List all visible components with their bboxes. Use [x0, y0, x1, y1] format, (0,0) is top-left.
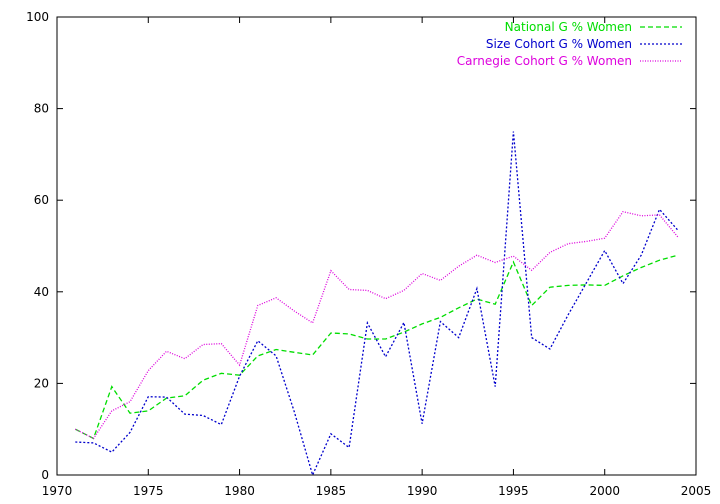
series-line-0	[75, 254, 678, 440]
legend-label: Size Cohort G % Women	[486, 37, 632, 51]
x-tick-label: 1990	[407, 484, 438, 498]
y-tick-label: 100	[26, 10, 49, 24]
legend-label: National G % Women	[505, 20, 632, 34]
y-tick-label: 80	[34, 102, 49, 116]
x-tick-label: 1970	[42, 484, 73, 498]
legend-label: Carnegie Cohort G % Women	[457, 54, 632, 68]
y-tick-label: 40	[34, 285, 49, 299]
series-line-1	[75, 131, 679, 477]
y-tick-label: 20	[34, 376, 49, 390]
x-tick-label: 1985	[316, 484, 347, 498]
plot-frame	[56, 16, 697, 476]
y-tick-label: 60	[34, 193, 49, 207]
y-tick-label: 0	[41, 468, 49, 482]
x-tick-label: 1975	[133, 484, 164, 498]
axis-ticks: 1970 1975 1980 1985 1990 1995 2000 2005 0 20 40 60 8…	[26, 10, 711, 498]
series-line-2	[75, 210, 679, 440]
legend: National G % Women Size Cohort G % Women C…	[457, 20, 682, 68]
series-group	[75, 131, 679, 477]
x-tick-label: 2000	[589, 484, 620, 498]
x-tick-label: 1980	[224, 484, 255, 498]
x-tick-label: 1995	[498, 484, 529, 498]
x-tick-label: 2005	[681, 484, 712, 498]
